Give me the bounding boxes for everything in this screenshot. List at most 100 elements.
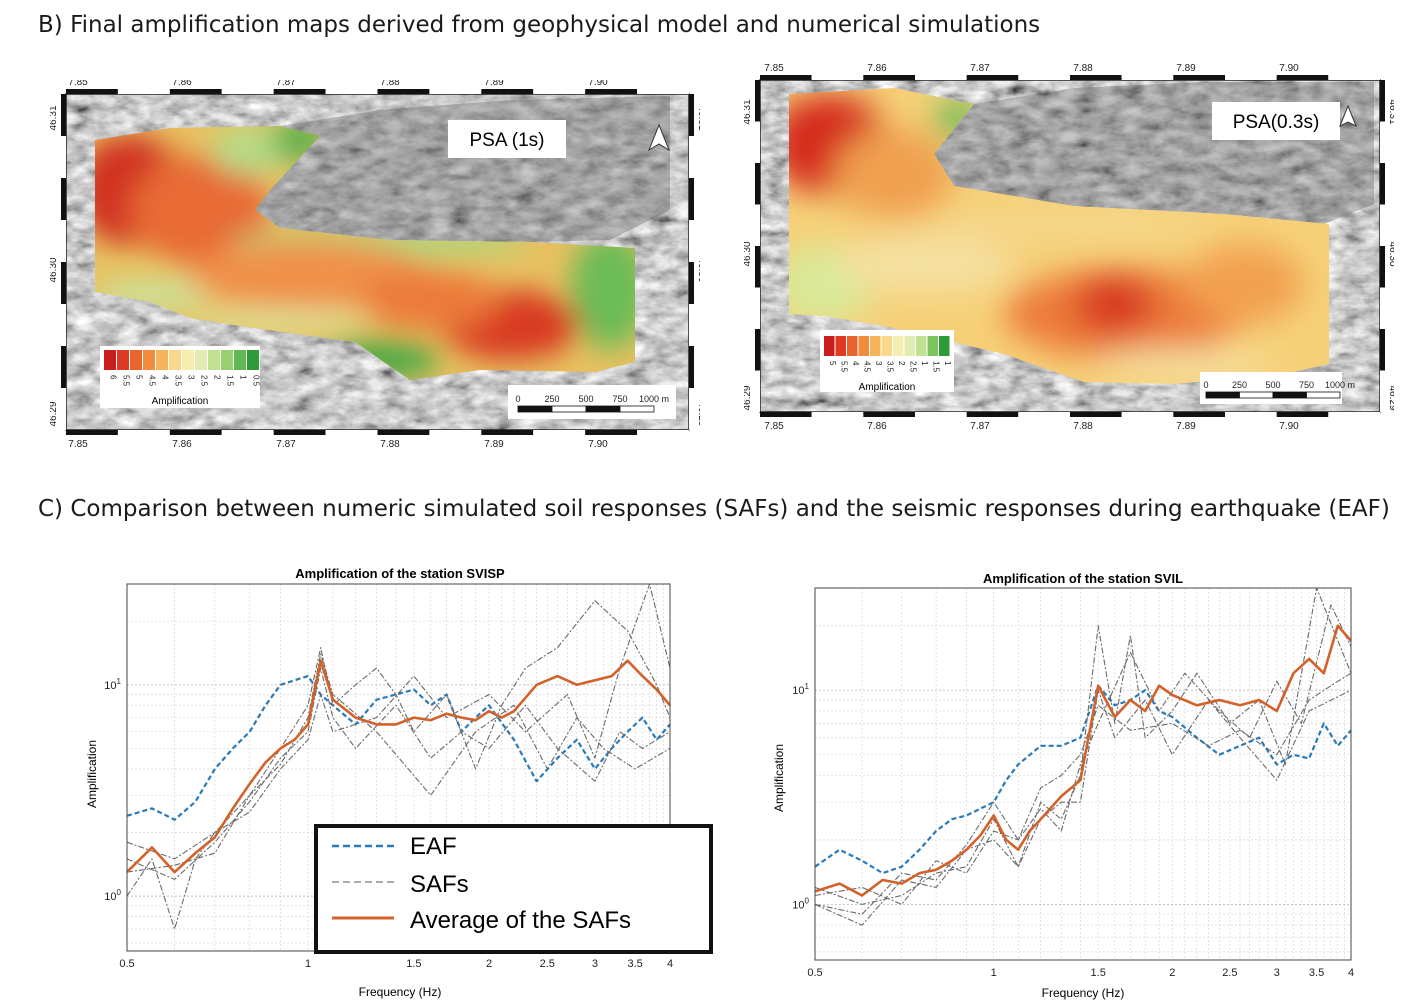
longitude-tick-label: 7.85 <box>764 64 784 74</box>
longitude-tick-label: 7.85 <box>68 80 88 88</box>
series-line-eaf <box>126 675 671 821</box>
border-segment <box>61 178 66 220</box>
longitude-tick-label: 7.87 <box>276 439 296 450</box>
legend-color-swatch <box>858 336 869 356</box>
latitude-tick-label: 46.29 <box>696 401 700 426</box>
legend-color-swatch <box>904 336 915 356</box>
border-segment <box>273 430 326 435</box>
border-segment <box>61 388 66 430</box>
x-tick-label: 2 <box>1169 967 1175 979</box>
longitude-tick-label: 7.90 <box>1279 64 1299 74</box>
scale-label: 1000 m <box>639 394 669 404</box>
border-segment <box>1328 75 1380 80</box>
longitude-tick-label: 7.86 <box>867 421 887 432</box>
border-segment <box>863 75 915 80</box>
legend-value-label: 3.5 <box>885 361 894 373</box>
border-segment <box>915 412 967 417</box>
legend-color-swatch <box>221 350 233 370</box>
border-segment <box>1225 75 1277 80</box>
longitude-tick-label: 7.85 <box>764 421 784 432</box>
scale-label: 500 <box>1265 380 1280 390</box>
scale-label: 0 <box>1203 380 1208 390</box>
x-tick-label: 1.5 <box>406 958 421 970</box>
map-label-box <box>448 120 566 158</box>
border-segment <box>689 304 694 346</box>
border-segment <box>689 220 694 262</box>
border-segment <box>117 430 170 435</box>
x-tick-label: 2.5 <box>1222 967 1237 979</box>
legend-label-safs: SAFs <box>410 871 469 898</box>
border-segment <box>61 346 66 388</box>
scale-segment <box>1272 391 1307 399</box>
y-tick-label: 101 <box>792 682 809 697</box>
longitude-tick-label: 7.86 <box>172 439 192 450</box>
x-tick-label: 2.5 <box>540 958 555 970</box>
legend-color-swatch <box>143 350 155 370</box>
legend-color-swatch <box>195 350 207 370</box>
scale-bar <box>1200 372 1342 404</box>
series-line-saf <box>814 587 1352 926</box>
scale-segment <box>619 405 655 413</box>
legend-color-swatch <box>247 350 259 370</box>
legend-value-label: 3.5 <box>174 375 183 387</box>
border-segment <box>1380 370 1385 412</box>
legend-color-swatch <box>835 336 846 356</box>
border-segment <box>915 75 967 80</box>
longitude-tick-label: 7.88 <box>1073 421 1093 432</box>
border-segment <box>755 204 760 246</box>
legend-value-label: 2 <box>897 361 906 366</box>
border-segment <box>755 121 760 163</box>
x-tick-label: 1 <box>991 967 997 979</box>
x-tick-label: 0.5 <box>807 967 822 979</box>
border-segment <box>585 430 638 435</box>
scale-label: 250 <box>1232 380 1247 390</box>
legend-value-label: 3 <box>874 361 883 366</box>
border-segment <box>325 89 378 94</box>
border-segment <box>966 412 1019 417</box>
chart-title: Amplification of the station SVIL <box>983 571 1183 586</box>
legend-swatches: 6 5.5 5 4.5 4 3.5 3 2.5 2 1.5 1 0.5 <box>104 350 261 387</box>
longitude-tick-label: 7.89 <box>1176 421 1196 432</box>
border-segment <box>755 329 760 371</box>
border-segment <box>755 80 760 122</box>
border-segment <box>689 94 694 136</box>
border-segment <box>1121 412 1174 417</box>
border-segment <box>273 89 326 94</box>
legend-label-eaf: EAF <box>410 833 457 860</box>
border-segment <box>755 370 760 412</box>
legend-value-label: 4.5 <box>148 375 157 387</box>
border-segment <box>1173 75 1225 80</box>
border-segment <box>533 89 586 94</box>
border-segment <box>169 89 222 94</box>
latitude-tick-label: 46.31 <box>50 105 59 130</box>
legend-value-label: 4 <box>851 361 860 366</box>
legend-value-label: 5 <box>828 361 837 366</box>
border-segment <box>1380 163 1385 205</box>
scale-bar-ticks: 0 250 500 750 1000 m <box>1203 380 1355 399</box>
border-segment <box>481 430 534 435</box>
longitude-tick-label: 7.90 <box>588 80 608 88</box>
series-line-saf <box>126 667 671 880</box>
latitude-tick-label: 46.29 <box>744 385 753 410</box>
latitude-tick-label: 46.31 <box>744 99 753 124</box>
chart-grid <box>814 587 1352 960</box>
y-tick-label: 100 <box>104 888 121 903</box>
border-segment <box>755 287 760 329</box>
scale-bar-ticks: 0 250 500 750 1000 m <box>515 394 669 413</box>
border-segment <box>377 89 430 94</box>
chart-station-svisp: Amplification of the station SVISP 0.5 1 1… <box>85 566 713 999</box>
chart-title: Amplification of the station SVISP <box>295 566 505 581</box>
legend-color-swatch <box>117 350 129 370</box>
border-segment <box>481 89 534 94</box>
longitude-tick-label: 7.88 <box>1073 64 1093 74</box>
scale-segment <box>585 405 621 413</box>
longitude-tick-label: 7.89 <box>1176 64 1196 74</box>
legend-title: Amplification <box>859 382 916 393</box>
series-line-average-safs <box>126 659 671 874</box>
legend-title: Amplification <box>152 396 209 407</box>
legend-value-label: 3 <box>187 375 196 380</box>
x-tick-label: 1.5 <box>1091 967 1106 979</box>
section-c-title: C) Comparison between numeric simulated … <box>38 496 1390 522</box>
legend-value-label: 2.5 <box>200 375 209 387</box>
legend-value-label: 1.5 <box>931 361 940 373</box>
